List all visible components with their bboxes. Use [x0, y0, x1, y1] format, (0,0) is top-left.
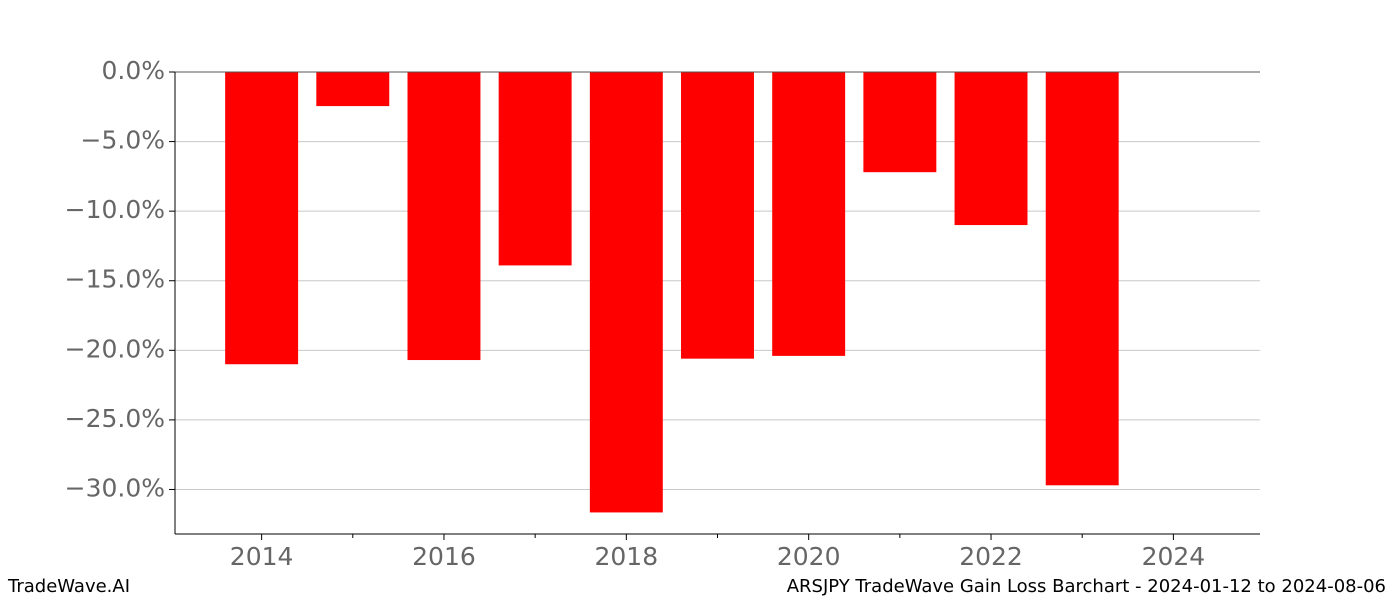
- y-tick-label: −10.0%: [65, 195, 165, 224]
- x-tick-label: 2020: [777, 542, 841, 571]
- x-tick-label: 2016: [412, 542, 476, 571]
- x-tick-label: 2014: [230, 542, 294, 571]
- bar: [316, 72, 390, 107]
- bar: [954, 72, 1028, 226]
- bar: [498, 72, 572, 266]
- y-tick-label: −20.0%: [65, 334, 165, 363]
- brand: TradeWave.AI: [7, 576, 130, 597]
- bar: [772, 72, 846, 356]
- y-tick-label: −25.0%: [65, 404, 165, 433]
- bar: [863, 72, 937, 173]
- bar: [681, 72, 754, 359]
- bar: [407, 72, 481, 361]
- y-tick-label: −30.0%: [65, 473, 165, 502]
- x-tick-label: 2024: [1142, 542, 1206, 571]
- y-tick-label: −5.0%: [81, 126, 165, 155]
- x-tick-label: 2018: [595, 542, 659, 571]
- y-tick-label: 0.0%: [101, 56, 165, 85]
- y-tick-label: −15.0%: [65, 265, 165, 294]
- bar: [225, 72, 299, 365]
- bar: [589, 72, 663, 513]
- x-tick-label: 2022: [959, 542, 1023, 571]
- bar: [1045, 72, 1119, 486]
- chart-title: ARSJPY TradeWave Gain Loss Barchart - 20…: [787, 576, 1386, 597]
